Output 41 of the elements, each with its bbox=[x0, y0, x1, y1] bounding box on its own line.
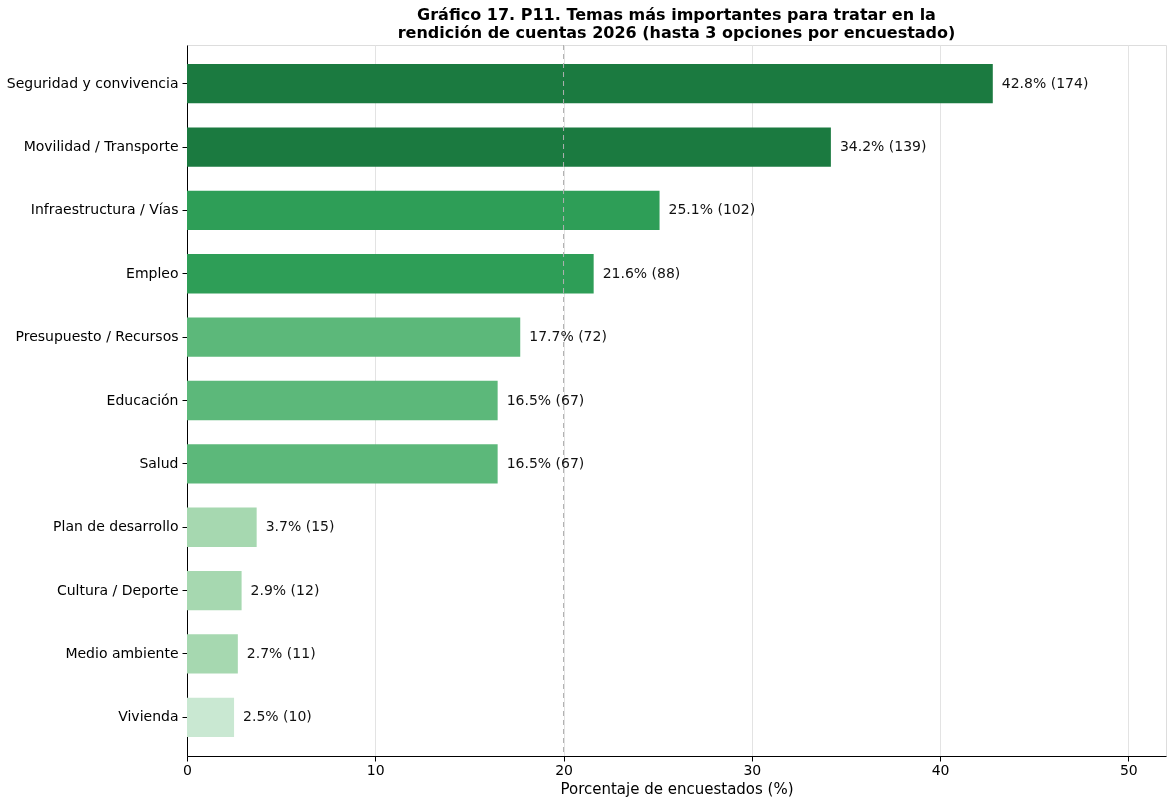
y-tick-label: Seguridad y convivencia bbox=[6, 74, 179, 91]
data-label: 34.2% (139) bbox=[839, 138, 927, 155]
data-label: 2.7% (11) bbox=[246, 644, 316, 661]
data-label: 2.9% (12) bbox=[250, 581, 320, 598]
bar bbox=[187, 380, 498, 421]
x-tick-label: 50 bbox=[1119, 761, 1138, 778]
y-tick-label: Educación bbox=[106, 391, 179, 408]
bar bbox=[187, 190, 660, 231]
bar bbox=[187, 697, 235, 737]
y-tick-label: Movilidad / Transporte bbox=[23, 138, 179, 155]
y-tick-label: Cultura / Deporte bbox=[56, 581, 179, 598]
bar bbox=[187, 634, 238, 674]
x-tick-label: 10 bbox=[366, 761, 385, 778]
chart-title: Gráfico 17. P11. Temas más importantes para tratar en la rendición de cuentas 2026 (hasta 3 opciones por encuestado) bbox=[397, 4, 956, 42]
data-label: 25.1% (102) bbox=[668, 201, 756, 218]
bar bbox=[187, 254, 594, 294]
bar bbox=[187, 570, 242, 611]
bar bbox=[187, 127, 831, 167]
data-label: 42.8% (174) bbox=[1001, 74, 1089, 91]
y-tick-label: Vivienda bbox=[118, 708, 179, 725]
bar bbox=[187, 507, 257, 547]
data-label: 2.5% (10) bbox=[243, 708, 312, 725]
y-tick-label: Infraestructura / Vías bbox=[30, 201, 179, 218]
y-tick-label: Salud bbox=[139, 454, 179, 471]
x-tick-label: 40 bbox=[931, 761, 950, 778]
y-tick-label: Medio ambiente bbox=[65, 644, 179, 661]
y-tick-label: Empleo bbox=[126, 264, 179, 281]
y-tick-label: Plan de desarrollo bbox=[53, 518, 179, 535]
data-label: 17.7% (72) bbox=[529, 328, 607, 345]
data-label: 16.5% (67) bbox=[506, 454, 585, 471]
x-axis-title: Porcentaje de encuestados (%) bbox=[560, 779, 794, 798]
bar bbox=[187, 444, 498, 484]
y-tick-label: Presupuesto / Recursos bbox=[15, 328, 179, 345]
data-label: 21.6% (88) bbox=[602, 264, 681, 281]
x-tick-label: 20 bbox=[555, 761, 573, 778]
x-tick-label: 0 bbox=[183, 761, 192, 778]
data-label: 16.5% (67) bbox=[506, 391, 585, 408]
bar bbox=[187, 317, 521, 357]
bar bbox=[187, 64, 993, 104]
data-label: 3.7% (15) bbox=[265, 518, 335, 535]
x-tick-label: 30 bbox=[743, 761, 762, 778]
